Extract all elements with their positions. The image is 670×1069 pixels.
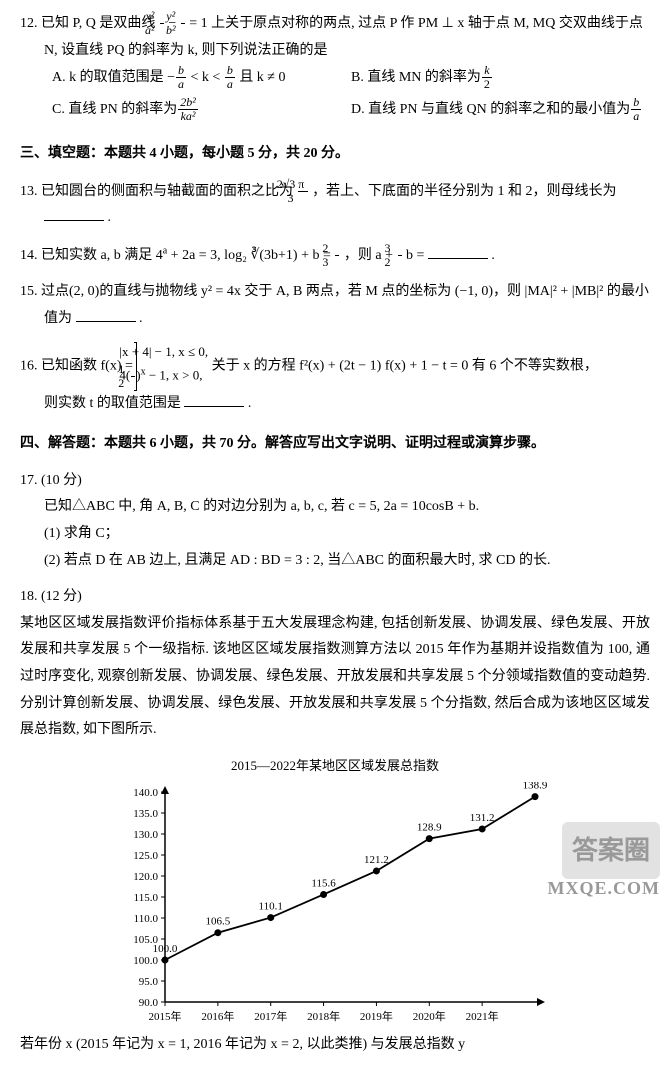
- svg-text:135.0: 135.0: [133, 808, 158, 820]
- option-c: C. 直线 PN 的斜率为2b²ka²: [52, 96, 351, 124]
- watermark-url: MXQE.COM: [548, 871, 660, 905]
- svg-text:115.0: 115.0: [134, 892, 159, 904]
- svg-text:2017年: 2017年: [254, 1009, 287, 1023]
- svg-text:2016年: 2016年: [201, 1009, 234, 1023]
- question-13: 13. 已知圆台的侧面积与轴截面的面积之比为 2√3 π3 ，若上、下底面的半径…: [20, 178, 650, 232]
- section-3-heading: 三、填空题：本题共 4 小题，每小题 5 分，共 20 分。: [20, 141, 650, 168]
- piecewise-cases: |x + 4| − 1, x ≤ 0, 4(12)x − 1, x > 0,: [136, 342, 208, 390]
- answer-blank: [428, 245, 488, 259]
- svg-text:2020年: 2020年: [413, 1009, 446, 1023]
- q-number: 16.: [20, 359, 38, 374]
- q-number: 13.: [20, 184, 38, 199]
- question-12: 12. 已知 P, Q 是双曲线 x²a² − y²b² = 1 上关于原点对称…: [20, 10, 650, 127]
- svg-text:128.9: 128.9: [417, 822, 442, 834]
- svg-text:95.0: 95.0: [139, 976, 159, 988]
- q-number: 15.: [20, 284, 38, 299]
- answer-blank: [184, 393, 244, 407]
- svg-text:2021年: 2021年: [466, 1009, 499, 1023]
- option-d: D. 直线 PN 与直线 QN 的斜率之和的最小值为ba: [351, 96, 650, 124]
- line-chart: 90.095.0100.0105.0110.0115.0120.0125.013…: [115, 782, 555, 1032]
- option-b: B. 直线 MN 的斜率为k2: [351, 64, 650, 92]
- q12-stem: 12. 已知 P, Q 是双曲线 x²a² − y²b² = 1 上关于原点对称…: [20, 10, 650, 38]
- section-4-heading: 四、解答题：本题共 6 小题，共 70 分。解答应写出文字说明、证明过程或演算步…: [20, 431, 650, 458]
- q18-paragraph: 某地区区域发展指数评价指标体系基于五大发展理念构建, 包括创新发展、协调发展、绿…: [20, 611, 650, 744]
- svg-text:131.2: 131.2: [470, 812, 495, 824]
- answer-blank: [44, 207, 104, 221]
- svg-text:2018年: 2018年: [307, 1009, 340, 1023]
- fraction: 2√3 π3: [298, 178, 308, 205]
- q-number: 17.: [20, 473, 38, 488]
- answer-blank: [76, 308, 136, 322]
- chart-title: 2015—2022年某地区区域发展总指数: [20, 754, 650, 779]
- q12-line2: N, 设直线 PQ 的斜率为 k, 则下列说法正确的是: [20, 38, 650, 65]
- question-15: 15. 过点(2, 0)的直线与抛物线 y² = 4x 交于 A, B 两点，若…: [20, 279, 650, 332]
- option-a: A. k 的取值范围是 −ba < k < ba 且 k ≠ 0: [52, 64, 351, 92]
- svg-text:100.0: 100.0: [153, 943, 178, 955]
- svg-text:110.0: 110.0: [134, 913, 159, 925]
- question-18: 18. (12 分) 某地区区域发展指数评价指标体系基于五大发展理念构建, 包括…: [20, 584, 650, 1059]
- question-16: 16. 已知函数 f(x) = |x + 4| − 1, x ≤ 0, 4(12…: [20, 342, 650, 417]
- q18-lastline: 若年份 x (2015 年记为 x = 1, 2016 年记为 x = 2, 以…: [20, 1032, 650, 1059]
- svg-text:110.1: 110.1: [259, 901, 283, 913]
- svg-text:140.0: 140.0: [133, 787, 158, 799]
- svg-text:130.0: 130.0: [133, 829, 158, 841]
- q-number: 12.: [20, 16, 38, 31]
- fraction: y²b²: [181, 10, 185, 37]
- svg-text:106.5: 106.5: [205, 916, 230, 928]
- svg-text:125.0: 125.0: [133, 850, 158, 862]
- q12-options: A. k 的取值范围是 −ba < k < ba 且 k ≠ 0 B. 直线 M…: [20, 64, 650, 127]
- fraction: x²a²: [160, 10, 164, 37]
- q-number: 18.: [20, 589, 38, 604]
- svg-text:2019年: 2019年: [360, 1009, 393, 1023]
- question-14: 14. 已知实数 a, b 满足 4a + 2a = 3, log₂ ∛(3b+…: [20, 242, 650, 270]
- svg-text:90.0: 90.0: [139, 997, 159, 1009]
- svg-text:115.6: 115.6: [311, 878, 336, 890]
- q-number: 14.: [20, 248, 38, 263]
- question-17: 17. (10 分) 已知△ABC 中, 角 A, B, C 的对边分别为 a,…: [20, 468, 650, 574]
- svg-text:138.9: 138.9: [523, 782, 548, 792]
- svg-text:120.0: 120.0: [133, 871, 158, 883]
- svg-text:121.2: 121.2: [364, 854, 389, 866]
- svg-text:2015年: 2015年: [149, 1009, 182, 1023]
- svg-text:100.0: 100.0: [133, 955, 158, 967]
